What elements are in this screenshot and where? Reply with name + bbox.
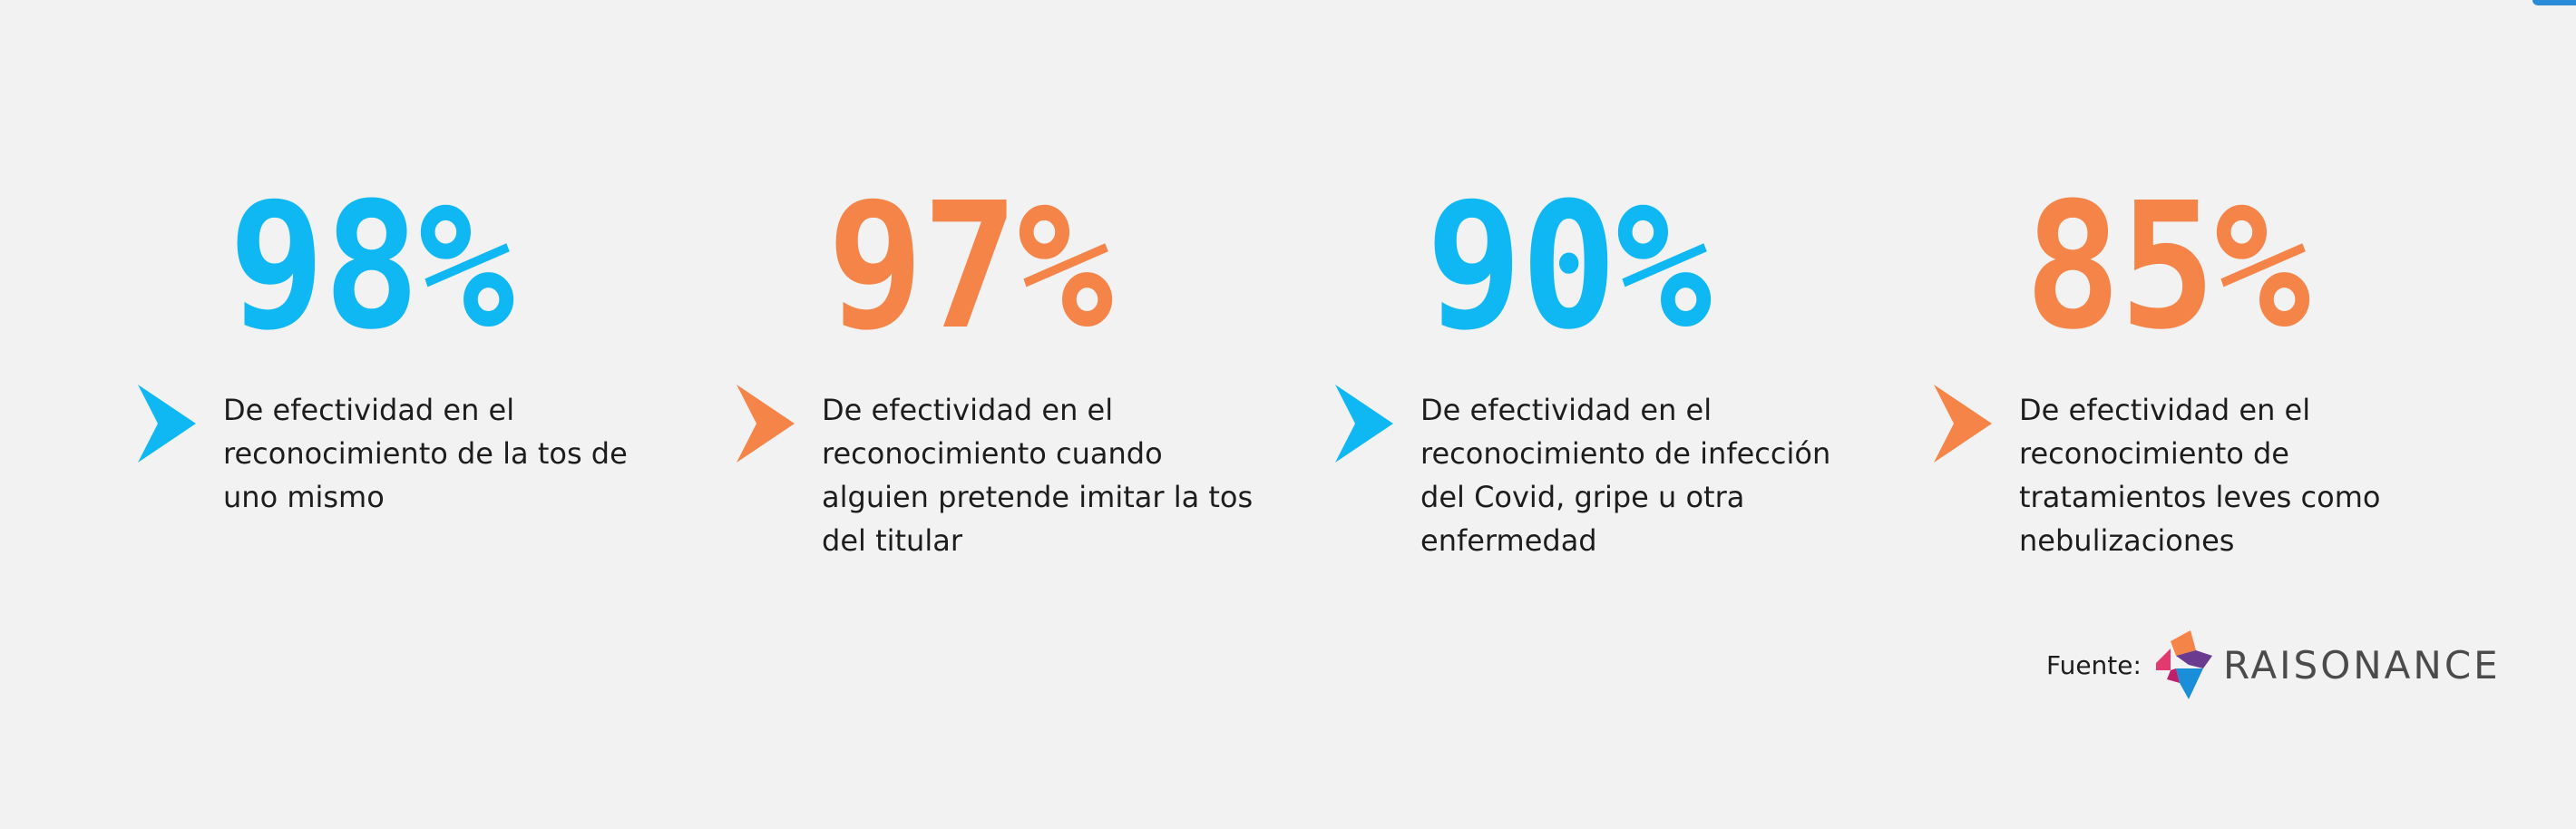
stat-description: De efectividad en el reconocimiento de l… xyxy=(223,393,628,514)
source-attribution: Fuente: RAISONANCE xyxy=(2046,624,2501,706)
raisonance-logo-icon xyxy=(2155,630,2212,699)
raisonance-logo-text: RAISONANCE xyxy=(2222,642,2501,688)
stat-description: De efectividad en el reconocimiento cuan… xyxy=(822,393,1254,558)
stat-percentage: 98% xyxy=(229,166,514,368)
chevron-right-icon xyxy=(1934,385,1992,463)
stat-percentage: 85% xyxy=(2025,166,2310,368)
chevron-right-icon xyxy=(138,385,196,463)
stat-percentage: 90% xyxy=(1426,166,1712,368)
top-edge-accent xyxy=(2532,0,2576,5)
stat-description: De efectividad en el reconocimiento de t… xyxy=(2019,393,2381,558)
chevron-right-icon xyxy=(1335,385,1393,463)
source-label: Fuente: xyxy=(2046,649,2142,680)
stat-description: De efectividad en el reconocimiento de i… xyxy=(1420,393,1831,558)
stat-percentage: 97% xyxy=(827,166,1113,368)
chevron-right-icon xyxy=(737,385,795,463)
